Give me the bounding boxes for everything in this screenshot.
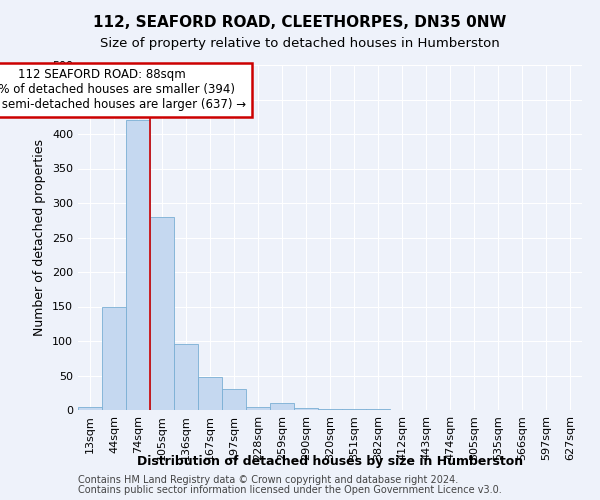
Text: 112 SEAFORD ROAD: 88sqm
← 38% of detached houses are smaller (394)
62% of semi-d: 112 SEAFORD ROAD: 88sqm ← 38% of detache…: [0, 68, 247, 112]
Text: Contains public sector information licensed under the Open Government Licence v3: Contains public sector information licen…: [78, 485, 502, 495]
Bar: [270, 403, 294, 410]
Y-axis label: Number of detached properties: Number of detached properties: [34, 139, 46, 336]
Bar: [78, 406, 102, 410]
Bar: [102, 306, 126, 410]
Text: Size of property relative to detached houses in Humberston: Size of property relative to detached ho…: [100, 38, 500, 51]
Text: 112, SEAFORD ROAD, CLEETHORPES, DN35 0NW: 112, SEAFORD ROAD, CLEETHORPES, DN35 0NW: [94, 15, 506, 30]
Bar: [198, 377, 222, 410]
Bar: [246, 406, 270, 410]
Text: Contains HM Land Registry data © Crown copyright and database right 2024.: Contains HM Land Registry data © Crown c…: [78, 475, 458, 485]
Bar: [174, 344, 198, 410]
Bar: [222, 390, 246, 410]
Bar: [294, 408, 318, 410]
Text: Distribution of detached houses by size in Humberston: Distribution of detached houses by size …: [137, 455, 523, 468]
Bar: [126, 120, 150, 410]
Bar: [150, 217, 174, 410]
